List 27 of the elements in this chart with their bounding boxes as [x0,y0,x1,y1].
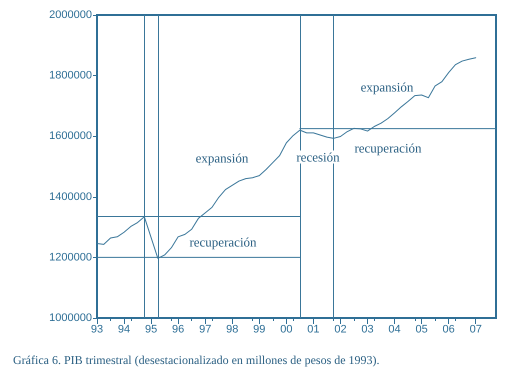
text: Gráfica 6. PIB trimestral (desestacionalizado en millones de pesos de 1993). [13,353,380,367]
x-tick-label: 04 [388,324,401,336]
x-tick-label: 01 [307,324,320,336]
x-tick-label: 95 [144,324,158,336]
x-tick-label: 00 [280,324,292,336]
annotation: expansión [360,80,414,94]
annotation: recesión [296,150,340,164]
x-tick-label: 99 [253,324,266,336]
x-tick-label: 98 [226,324,238,336]
x-tick-label: 05 [415,324,428,336]
x-tick-label: 94 [118,324,130,336]
x-tick-label: 02 [334,324,347,336]
y-tick-label: 1600000 [49,130,92,142]
y-tick-label: 1400000 [49,190,92,203]
x-tick-label: 96 [172,324,184,336]
x-tick-label: 07 [470,324,482,336]
x-tick-label: 97 [199,324,212,336]
y-tick-label: 2000000 [49,9,92,21]
y-tick-label: 1000000 [49,312,92,324]
annotation: recuperación [354,140,422,156]
x-tick-label: 93 [90,324,104,336]
x-tick-label: 06 [442,324,455,336]
annotation: expansión [196,150,249,166]
annotation: recuperación [189,234,258,250]
y-tick-label: 1800000 [49,70,92,82]
x-tick-label: 03 [361,324,374,336]
y-tick-label: 1200000 [49,251,92,264]
